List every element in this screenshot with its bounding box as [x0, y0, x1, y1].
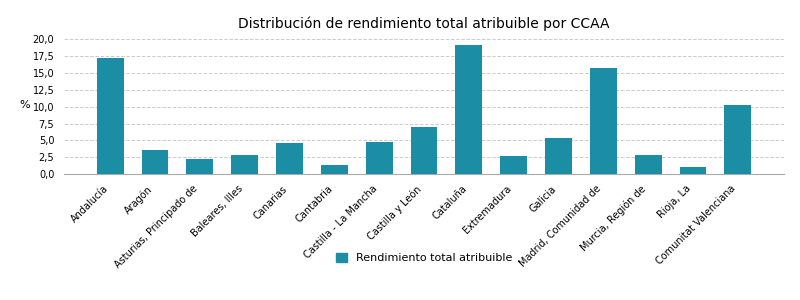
Legend: Rendimiento total atribuible: Rendimiento total atribuible	[331, 249, 517, 268]
Bar	[545, 138, 572, 174]
Bar	[366, 142, 393, 174]
Bar	[634, 155, 662, 174]
Bar	[276, 143, 303, 174]
Bar	[321, 165, 348, 174]
Bar	[455, 45, 482, 174]
Bar	[97, 58, 124, 174]
Bar	[410, 127, 438, 174]
Bar	[231, 155, 258, 174]
Bar	[590, 68, 617, 174]
Bar	[679, 167, 706, 174]
Bar	[142, 150, 169, 174]
Bar	[500, 156, 527, 174]
Bar	[724, 105, 751, 174]
Title: Distribución de rendimiento total atribuible por CCAA: Distribución de rendimiento total atribu…	[238, 16, 610, 31]
Y-axis label: %: %	[19, 100, 30, 110]
Bar	[186, 159, 214, 174]
